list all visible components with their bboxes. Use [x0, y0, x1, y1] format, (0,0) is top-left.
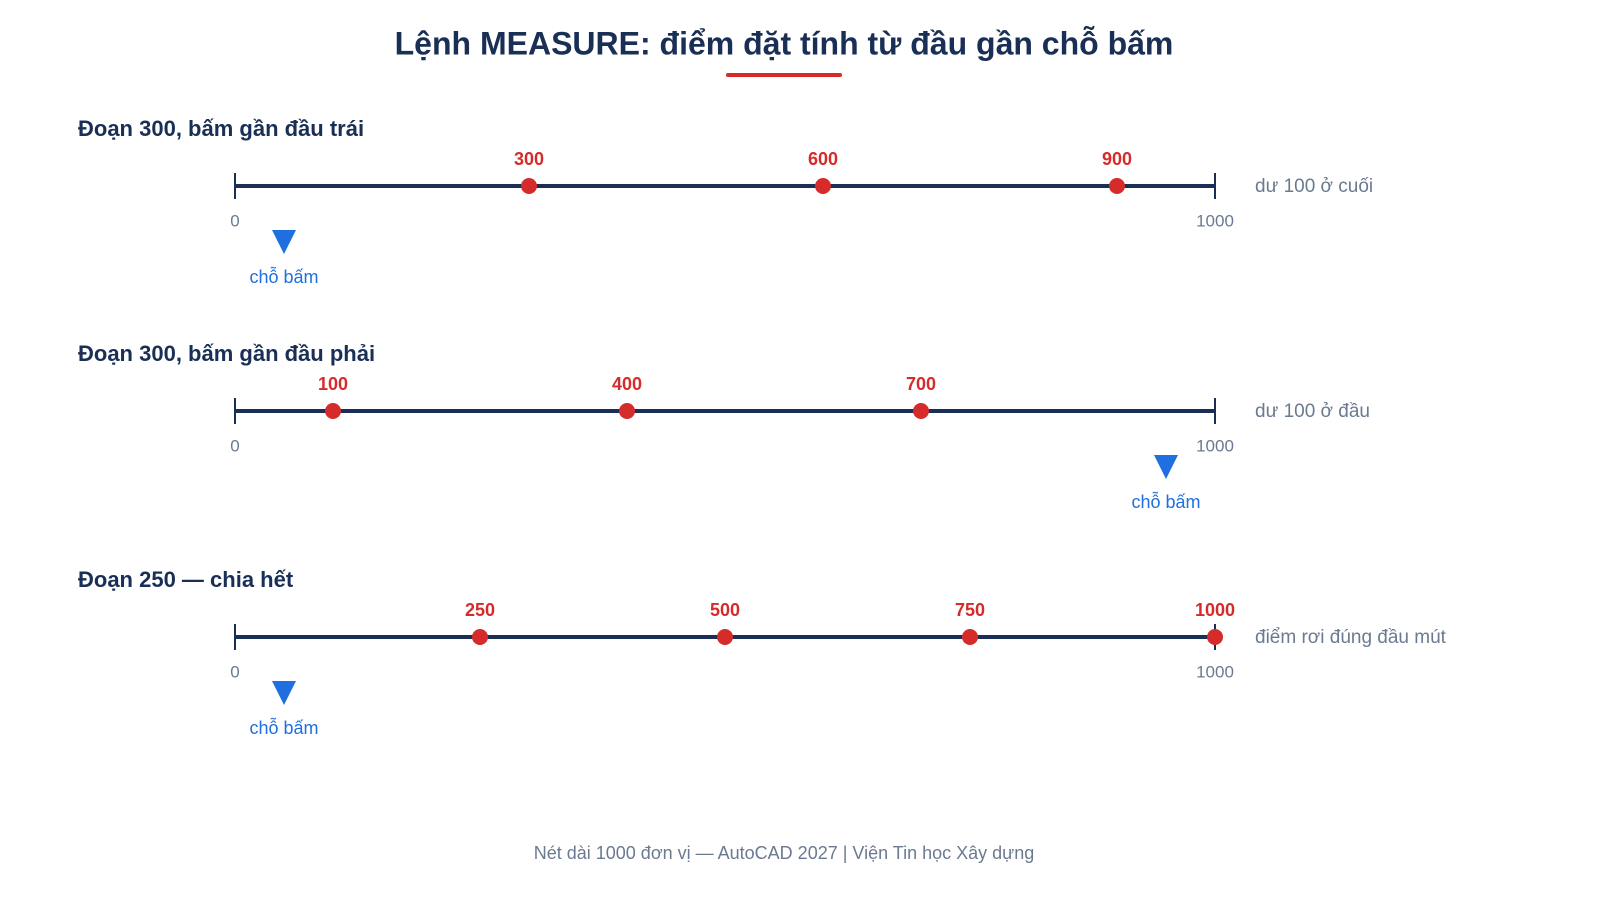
click-label: chỗ bấm: [249, 717, 318, 738]
measure-point: [521, 178, 537, 194]
row-heading: Đoạn 300, bấm gần đầu trái: [78, 116, 364, 141]
end-label: 1000: [1196, 662, 1234, 681]
measure-point: [1207, 629, 1223, 645]
measure-point: [815, 178, 831, 194]
title: Lệnh MEASURE: điểm đặt tính từ đầu gần c…: [395, 25, 1174, 61]
row-heading: Đoạn 300, bấm gần đầu phải: [78, 341, 375, 366]
end-label: 0: [230, 436, 239, 455]
click-marker: [272, 681, 296, 705]
measure-point: [472, 629, 488, 645]
measure-point: [913, 403, 929, 419]
point-label: 250: [465, 600, 495, 620]
point-label: 1000: [1195, 600, 1235, 620]
point-label: 600: [808, 149, 838, 169]
measure-point: [962, 629, 978, 645]
measure-point: [619, 403, 635, 419]
point-label: 500: [710, 600, 740, 620]
end-label: 1000: [1196, 211, 1234, 230]
end-label: 1000: [1196, 436, 1234, 455]
measure-point: [717, 629, 733, 645]
footer: Nét dài 1000 đơn vị — AutoCAD 2027 | Việ…: [534, 843, 1035, 863]
point-label: 900: [1102, 149, 1132, 169]
point-label: 700: [906, 374, 936, 394]
point-label: 300: [514, 149, 544, 169]
end-label: 0: [230, 662, 239, 681]
point-label: 400: [612, 374, 642, 394]
click-marker: [272, 230, 296, 254]
row-heading: Đoạn 250 — chia hết: [78, 567, 294, 592]
row-note: dư 100 ở cuối: [1255, 176, 1373, 197]
point-label: 750: [955, 600, 985, 620]
click-marker: [1154, 455, 1178, 479]
point-label: 100: [318, 374, 348, 394]
row-note: dư 100 ở đầu: [1255, 401, 1370, 422]
row-note: điểm rơi đúng đầu mút: [1255, 627, 1447, 648]
title-underline: [726, 73, 842, 77]
click-label: chỗ bấm: [1131, 491, 1200, 512]
click-label: chỗ bấm: [249, 266, 318, 287]
end-label: 0: [230, 211, 239, 230]
measure-point: [1109, 178, 1125, 194]
measure-point: [325, 403, 341, 419]
